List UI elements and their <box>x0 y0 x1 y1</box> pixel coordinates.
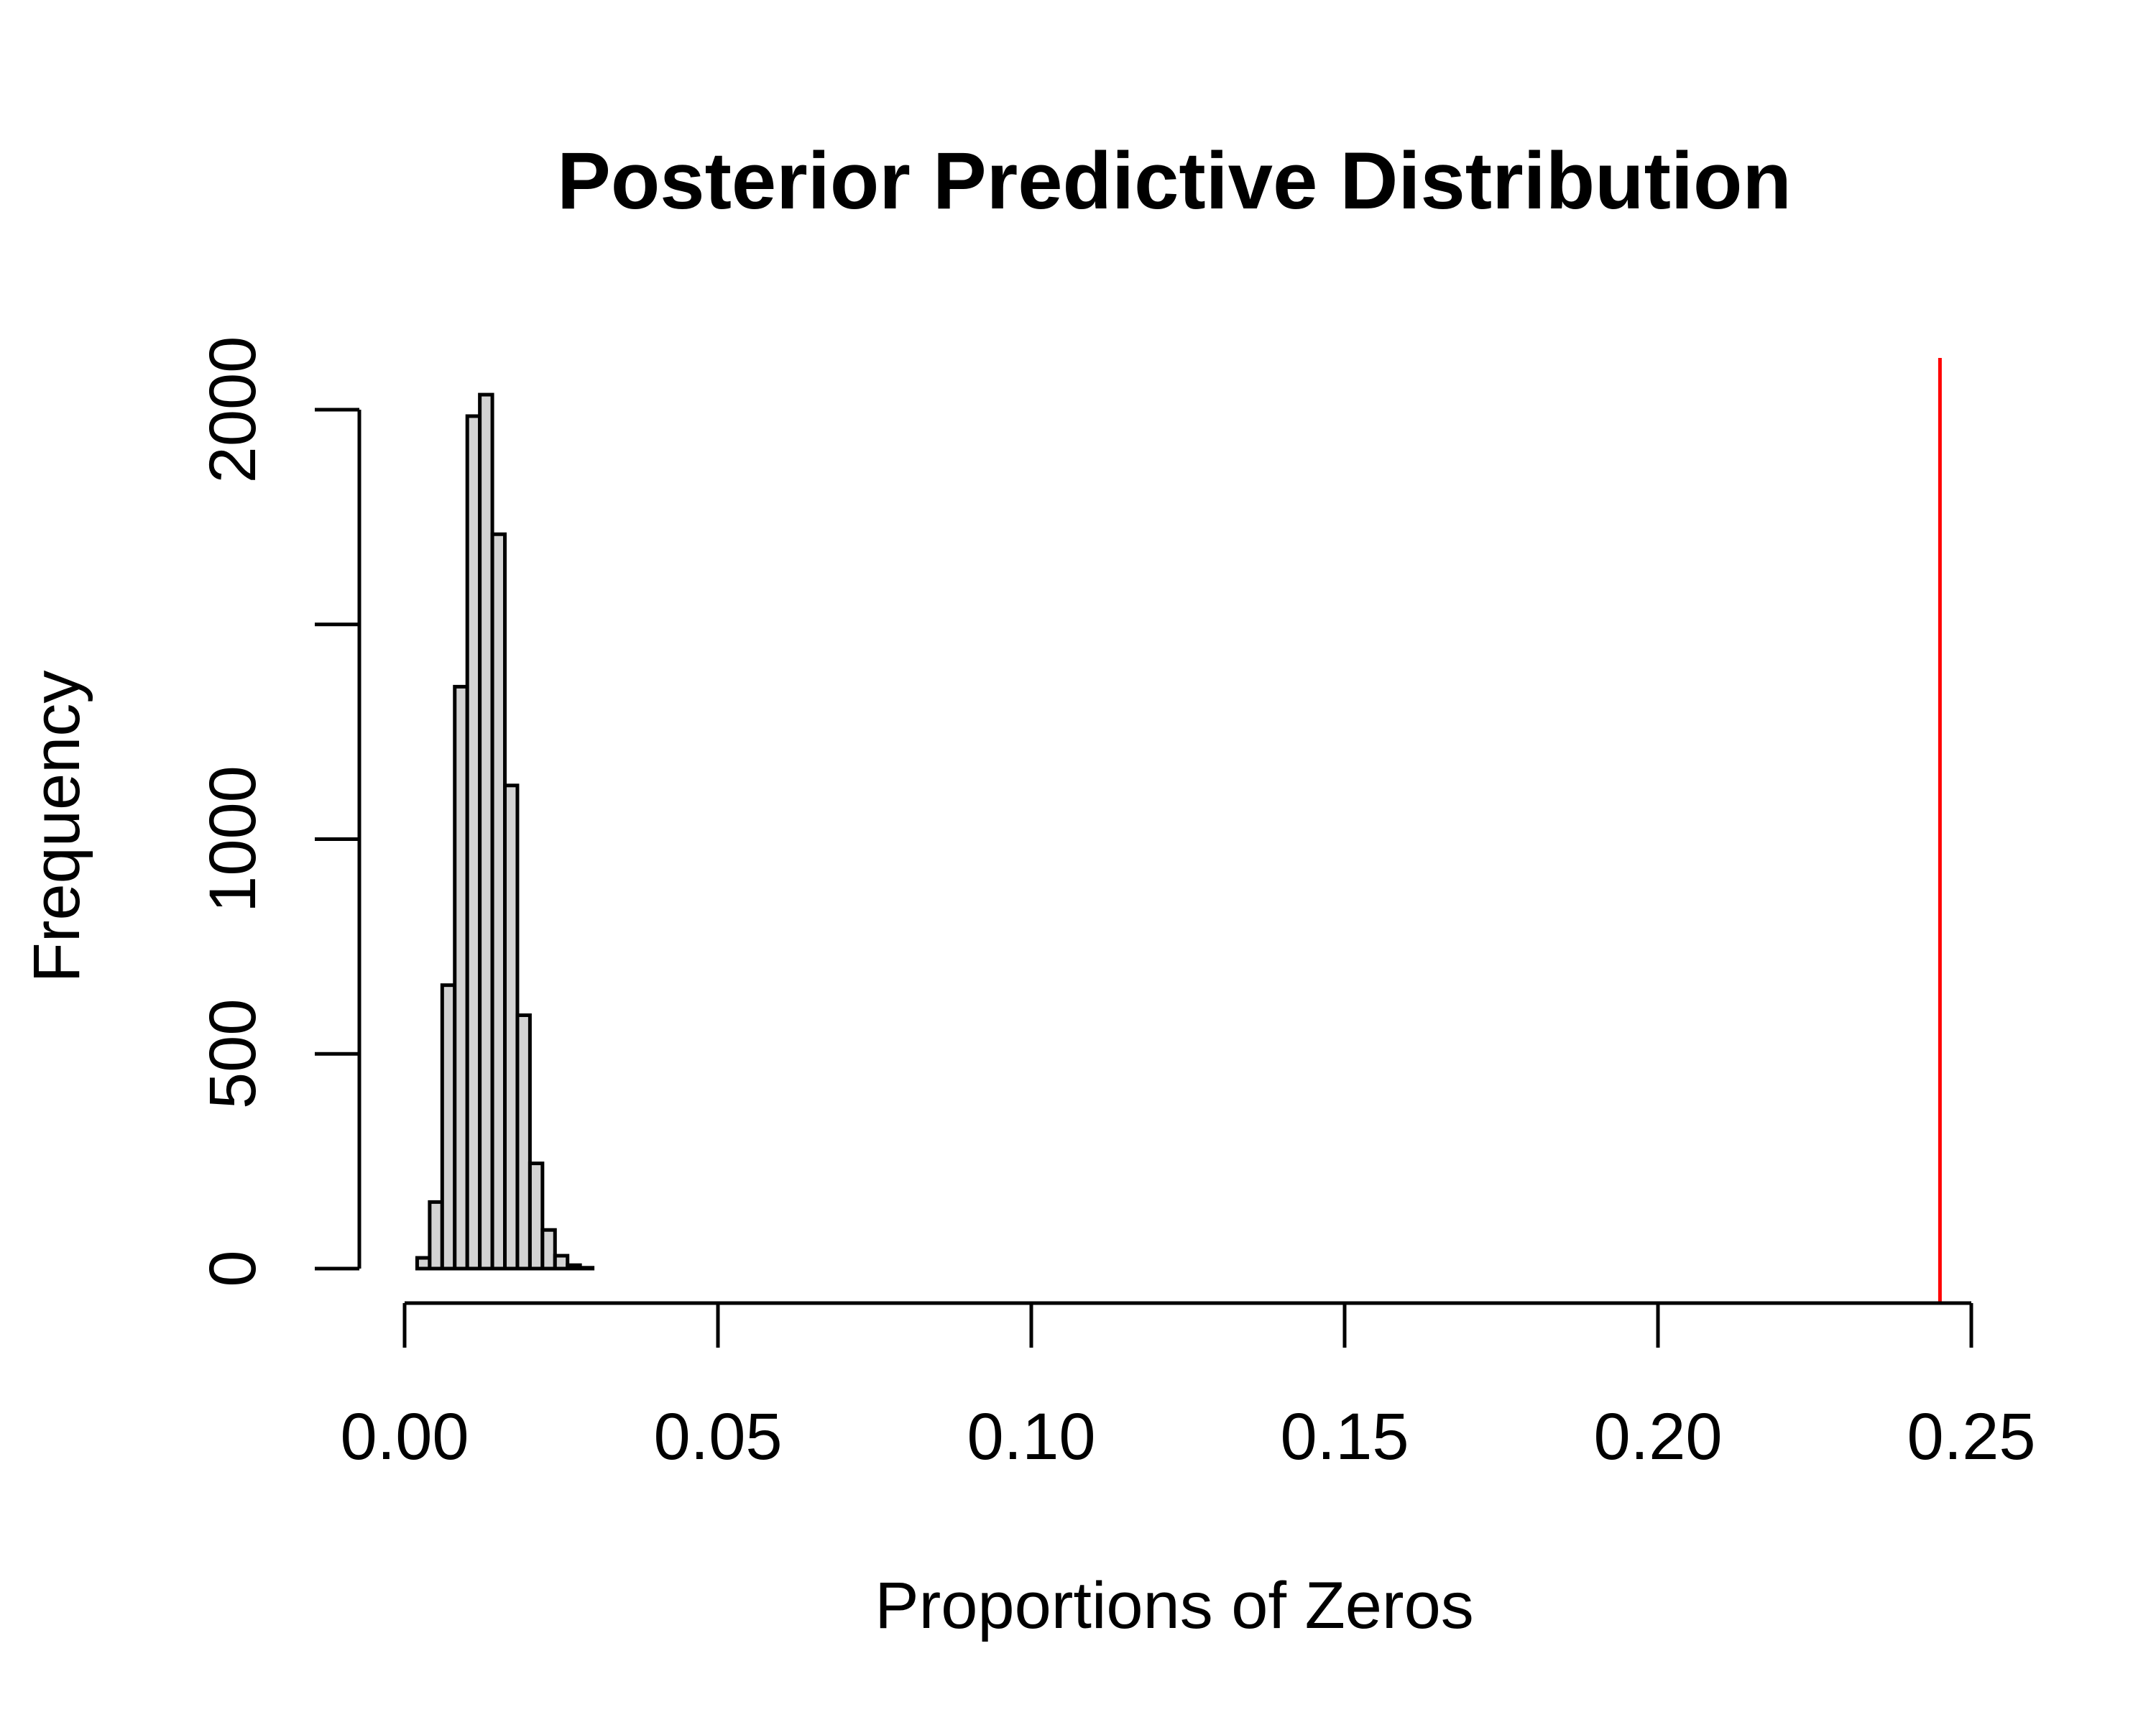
y-axis: 0 500 1000 2000 <box>196 336 361 1287</box>
x-tick-label: 0.15 <box>1280 1400 1409 1473</box>
x-axis-label: Proportions of Zeros <box>875 1569 1473 1642</box>
histogram-bar <box>515 1013 532 1271</box>
histogram-bar <box>440 983 457 1271</box>
histogram-bars <box>415 392 595 1271</box>
x-axis: 0.00 0.05 0.10 0.15 0.20 0.25 <box>340 1301 2036 1473</box>
y-tick-label: 1000 <box>196 765 270 913</box>
histogram-bar <box>415 1256 432 1271</box>
y-tick-label: 0 <box>196 1250 270 1287</box>
y-tick-label: 500 <box>196 999 270 1110</box>
histogram-bar <box>553 1254 570 1271</box>
y-tick-label: 2000 <box>196 336 270 484</box>
chart-title: Posterior Predictive Distribution <box>557 136 1792 226</box>
x-tick-label: 0.20 <box>1593 1400 1722 1473</box>
histogram-bar <box>478 392 494 1271</box>
histogram-bar <box>503 783 520 1271</box>
histogram-bar <box>453 684 469 1271</box>
x-tick-label: 0.05 <box>653 1400 782 1473</box>
x-tick-label: 0.10 <box>967 1400 1095 1473</box>
histogram-bar <box>490 532 507 1271</box>
histogram-bar <box>428 1200 444 1271</box>
histogram-bar <box>528 1162 545 1271</box>
histogram-bar <box>540 1228 557 1271</box>
histogram-bar <box>566 1263 582 1271</box>
x-tick-label: 0.00 <box>340 1400 469 1473</box>
histogram-bar <box>578 1266 595 1271</box>
x-tick-label: 0.25 <box>1907 1400 2035 1473</box>
y-axis-label: Frequency <box>20 671 93 983</box>
histogram-bar <box>465 414 482 1271</box>
